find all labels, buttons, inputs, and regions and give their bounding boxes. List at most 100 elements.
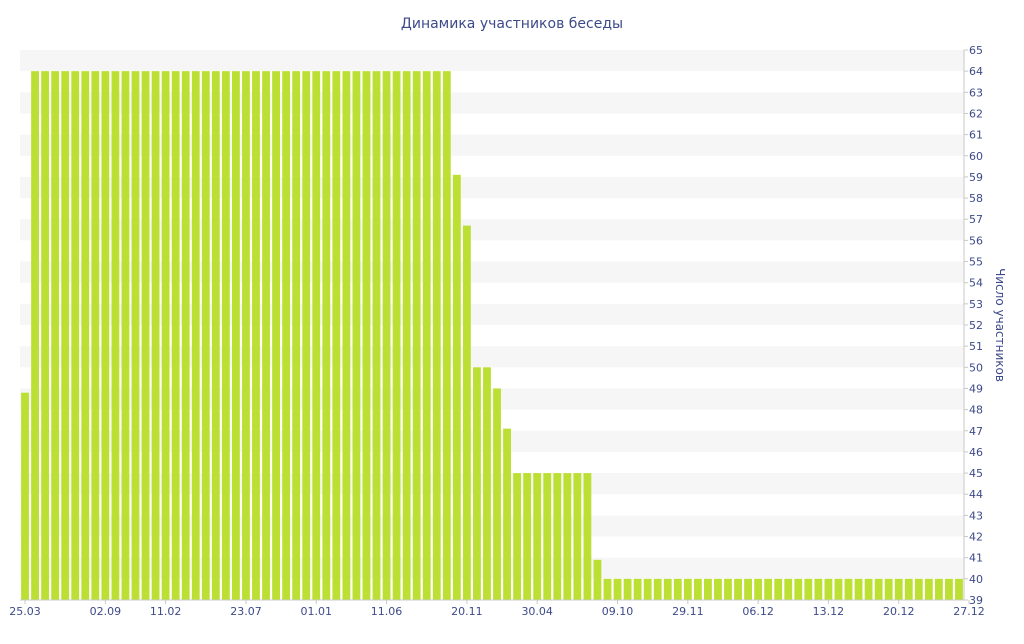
bar[interactable] <box>21 392 29 600</box>
bar[interactable] <box>884 578 893 600</box>
bar[interactable] <box>282 71 291 600</box>
x-tick-label: 01.01 <box>301 605 333 618</box>
bar[interactable] <box>252 71 260 600</box>
bar[interactable] <box>924 578 933 600</box>
y-tick-label: 46 <box>969 446 983 459</box>
bar[interactable] <box>312 71 321 600</box>
bar[interactable] <box>653 578 662 600</box>
bar[interactable] <box>91 71 100 600</box>
bar[interactable] <box>432 71 441 600</box>
bar[interactable] <box>573 473 582 600</box>
bar[interactable] <box>714 578 722 600</box>
bar[interactable] <box>854 578 863 600</box>
y-tick-label: 56 <box>969 234 983 247</box>
bar[interactable] <box>402 71 411 600</box>
bar[interactable] <box>342 71 351 600</box>
bar[interactable] <box>503 428 511 600</box>
bar[interactable] <box>322 71 331 600</box>
bar[interactable] <box>272 71 280 600</box>
bar[interactable] <box>734 578 742 600</box>
bar[interactable] <box>71 71 80 600</box>
bar[interactable] <box>352 71 361 600</box>
bar[interactable] <box>51 71 60 600</box>
bar[interactable] <box>754 578 763 600</box>
bar[interactable] <box>302 71 311 600</box>
bar[interactable] <box>724 578 732 600</box>
bar[interactable] <box>945 578 953 600</box>
bar[interactable] <box>834 578 843 600</box>
bar[interactable] <box>683 578 692 600</box>
bar[interactable] <box>41 71 50 600</box>
bar[interactable] <box>543 473 552 600</box>
bar[interactable] <box>81 71 90 600</box>
bar[interactable] <box>442 71 451 600</box>
bar[interactable] <box>493 388 501 600</box>
bar[interactable] <box>422 71 431 600</box>
bar[interactable] <box>262 71 270 600</box>
bar[interactable] <box>633 578 642 600</box>
bar[interactable] <box>372 71 381 600</box>
bar[interactable] <box>151 71 160 600</box>
bar[interactable] <box>904 578 913 600</box>
bar[interactable] <box>764 578 773 600</box>
bar[interactable] <box>563 473 572 600</box>
bar[interactable] <box>141 71 150 600</box>
bar[interactable] <box>704 578 712 600</box>
bar[interactable] <box>292 71 301 600</box>
bar[interactable] <box>473 367 481 600</box>
bar[interactable] <box>623 578 632 600</box>
x-tick-label: 29.11 <box>672 605 704 618</box>
bar[interactable] <box>593 559 602 600</box>
bar[interactable] <box>774 578 783 600</box>
bar[interactable] <box>934 578 943 600</box>
bar[interactable] <box>814 578 823 600</box>
bar[interactable] <box>894 578 903 600</box>
bar[interactable] <box>452 174 461 600</box>
bar[interactable] <box>362 71 371 600</box>
x-tick-label: 20.11 <box>451 605 483 618</box>
bar[interactable] <box>693 578 702 600</box>
bar[interactable] <box>191 71 200 600</box>
bar[interactable] <box>462 225 471 600</box>
bar[interactable] <box>874 578 883 600</box>
bar[interactable] <box>784 578 793 600</box>
bar[interactable] <box>804 578 813 600</box>
bar[interactable] <box>663 578 672 600</box>
bar[interactable] <box>744 578 752 600</box>
bar[interactable] <box>131 71 140 600</box>
bar[interactable] <box>603 578 612 600</box>
bar[interactable] <box>232 71 240 600</box>
bar[interactable] <box>533 473 542 600</box>
bar[interactable] <box>794 578 803 600</box>
bar[interactable] <box>914 578 923 600</box>
bar[interactable] <box>332 71 341 600</box>
y-tick-label: 48 <box>969 404 983 417</box>
bar[interactable] <box>382 71 391 600</box>
bar[interactable] <box>513 473 522 600</box>
bar[interactable] <box>864 578 873 600</box>
bar[interactable] <box>161 71 170 600</box>
bar[interactable] <box>181 71 190 600</box>
bar[interactable] <box>844 578 853 600</box>
bar[interactable] <box>61 71 70 600</box>
bar[interactable] <box>171 71 180 600</box>
bar[interactable] <box>121 71 130 600</box>
bar[interactable] <box>111 71 120 600</box>
bar[interactable] <box>31 71 39 600</box>
bar[interactable] <box>483 367 491 600</box>
bar[interactable] <box>824 578 833 600</box>
bar[interactable] <box>221 71 230 600</box>
bar[interactable] <box>673 578 682 600</box>
bar[interactable] <box>392 71 401 600</box>
bar[interactable] <box>643 578 652 600</box>
bar[interactable] <box>613 578 622 600</box>
bar[interactable] <box>553 473 562 600</box>
bar[interactable] <box>201 71 210 600</box>
bar[interactable] <box>955 578 963 600</box>
bar[interactable] <box>101 71 110 600</box>
bar[interactable] <box>242 71 250 600</box>
bar[interactable] <box>583 473 592 600</box>
bar[interactable] <box>523 473 532 600</box>
bar[interactable] <box>412 71 421 600</box>
bar[interactable] <box>211 71 220 600</box>
